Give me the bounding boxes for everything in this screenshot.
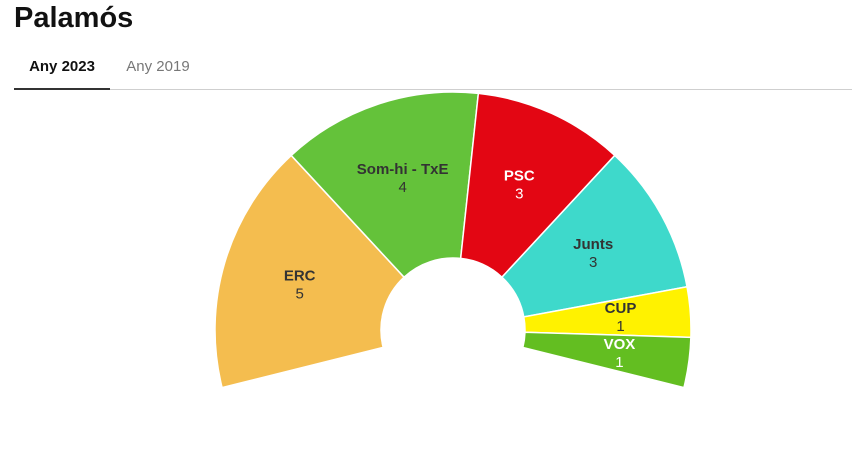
party-name: ERC [284, 267, 316, 284]
segment-erc[interactable] [214, 154, 406, 389]
segment-psc[interactable] [459, 92, 616, 279]
seat-count: 3 [589, 254, 597, 271]
party-name: Som-hi - TxE [357, 161, 449, 178]
party-name: PSC [504, 167, 535, 184]
segment-junts[interactable] [500, 154, 688, 318]
tab-any-2019[interactable]: Any 2019 [126, 58, 190, 75]
party-name: VOX [604, 336, 636, 353]
seat-count: 1 [615, 354, 623, 371]
page-title: Palamós [14, 2, 134, 34]
party-name: Junts [573, 236, 613, 253]
segment-vox[interactable] [521, 331, 692, 389]
tab-any-2023[interactable]: Any 2023 [14, 48, 110, 90]
seat-count: 4 [398, 179, 406, 196]
seat-count: 1 [616, 318, 624, 335]
seat-count: 5 [295, 285, 303, 302]
segment-som-hi-txe[interactable] [290, 91, 480, 279]
seat-count: 3 [515, 185, 523, 202]
party-name: CUP [605, 300, 637, 317]
year-tabs: Any 2023 Any 2019 [14, 48, 852, 90]
